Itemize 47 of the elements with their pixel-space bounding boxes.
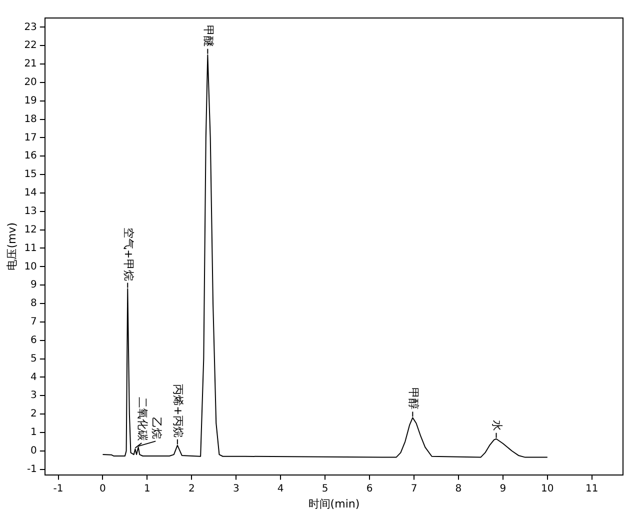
y-tick-label: 21 [24, 58, 37, 70]
annotation: 甲醚 [202, 24, 215, 47]
y-tick-label: 11 [24, 242, 37, 254]
x-tick-label: -1 [53, 483, 64, 494]
x-tick-label: 8 [455, 483, 462, 494]
y-tick-label: -1 [26, 464, 37, 475]
y-tick-label: 23 [24, 22, 37, 33]
y-tick-label: 1 [30, 427, 37, 438]
x-tick-label: 1 [144, 483, 150, 494]
y-tick-label: 17 [24, 132, 37, 144]
y-tick-label: 15 [24, 169, 37, 180]
y-tick-label: 16 [24, 150, 37, 162]
annotation: 丙烯+丙烷 [172, 384, 185, 438]
y-tick-label: 13 [24, 206, 37, 217]
y-tick-label: 19 [24, 95, 37, 106]
y-tick-label: 8 [30, 298, 37, 310]
y-tick-label: 10 [24, 261, 37, 272]
y-tick-label: 7 [30, 316, 37, 328]
x-tick-label: 5 [322, 483, 328, 494]
y-tick-label: 20 [24, 77, 37, 88]
x-axis-title: 时间(min) [308, 497, 360, 510]
y-tick-label: 22 [24, 40, 37, 52]
y-tick-label: 3 [30, 390, 37, 402]
x-tick-label: 3 [232, 483, 240, 494]
annotation: 水 [490, 420, 504, 431]
y-tick-label: 4 [30, 372, 37, 383]
annotation: 甲醇 [406, 388, 420, 410]
y-tick-label: 2 [30, 408, 37, 420]
y-tick-label: 5 [30, 353, 37, 364]
x-tick-label: 10 [541, 483, 554, 494]
y-tick-label: 6 [30, 334, 37, 346]
y-axis-title: 电压(mv) [5, 222, 18, 270]
y-tick-label: 9 [30, 280, 37, 291]
y-tick-label: 18 [24, 114, 37, 125]
y-tick-label: 0 [30, 445, 37, 456]
x-tick-label: 7 [410, 483, 418, 494]
x-tick-label: 4 [277, 483, 284, 494]
annotation: 乙烷 [150, 417, 163, 440]
x-tick-label: 6 [366, 483, 373, 494]
x-tick-label: 11 [586, 483, 598, 494]
y-tick-label: 12 [24, 224, 37, 236]
x-tick-label: 0 [100, 483, 106, 494]
annotation: 二氧化碳 [136, 397, 149, 442]
x-tick-label: 2 [188, 483, 195, 494]
annotation: 空气+甲烷 [122, 228, 135, 281]
x-tick-label: 9 [500, 483, 506, 494]
y-tick-label: 14 [24, 188, 37, 199]
